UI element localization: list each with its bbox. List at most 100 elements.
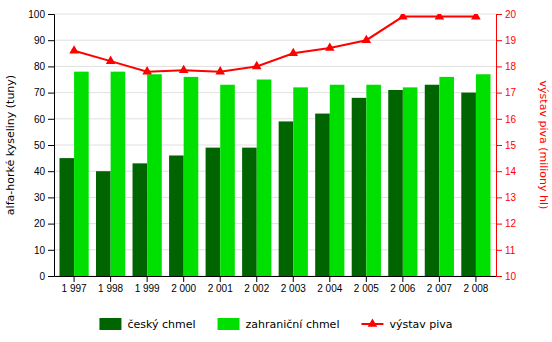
marker bbox=[215, 66, 225, 74]
tick-mark bbox=[48, 145, 54, 146]
tick: 30 bbox=[34, 192, 54, 203]
tick-label: 2 003 bbox=[281, 283, 306, 294]
axis-line bbox=[48, 15, 55, 277]
tick-mark bbox=[496, 197, 502, 198]
axis: 0102030405060708090100 bbox=[28, 9, 54, 282]
tick: 2 001 bbox=[208, 276, 233, 294]
axis: 1 9971 9981 9992 0002 0012 0022 0032 004… bbox=[55, 276, 497, 294]
bar bbox=[74, 72, 89, 276]
marker bbox=[435, 14, 445, 19]
tick-label: 50 bbox=[34, 140, 46, 151]
tick-label: 1 997 bbox=[62, 283, 87, 294]
tick-label: 19 bbox=[505, 35, 517, 46]
bar bbox=[330, 85, 345, 276]
bar bbox=[59, 158, 74, 276]
tick-mark bbox=[496, 93, 502, 94]
tick-label: 40 bbox=[34, 166, 46, 177]
tick-mark bbox=[496, 66, 502, 67]
tick-label: 20 bbox=[505, 9, 517, 20]
tick-label: 70 bbox=[34, 87, 46, 98]
tick: 100 bbox=[28, 9, 54, 20]
tick-mark bbox=[220, 276, 221, 282]
tick-label: 2 000 bbox=[171, 283, 196, 294]
marker bbox=[106, 56, 116, 64]
tick-label: 17 bbox=[505, 87, 517, 98]
tick-label: 20 bbox=[34, 218, 46, 229]
tick: 1 997 bbox=[62, 276, 87, 294]
tick: 2 000 bbox=[171, 276, 196, 294]
tick: 13 bbox=[496, 192, 517, 203]
tick: 15 bbox=[496, 140, 517, 151]
bar bbox=[366, 85, 381, 276]
tick: 19 bbox=[496, 35, 517, 46]
tick: 50 bbox=[34, 140, 54, 151]
tick-mark bbox=[48, 119, 54, 120]
tick-label: 13 bbox=[505, 192, 517, 203]
tick-mark bbox=[48, 250, 54, 251]
tick-label: 11 bbox=[505, 245, 516, 256]
bar bbox=[242, 148, 257, 276]
legend-label: výstav piva bbox=[389, 318, 452, 331]
tick: 17 bbox=[496, 87, 517, 98]
grid-line bbox=[54, 66, 496, 67]
tick-label: 10 bbox=[34, 245, 46, 256]
bar bbox=[403, 87, 418, 276]
tick: 2 004 bbox=[317, 276, 342, 294]
tick: 2 007 bbox=[427, 276, 452, 294]
tick: 12 bbox=[496, 218, 517, 229]
axis-line bbox=[55, 276, 497, 277]
marker bbox=[362, 35, 372, 43]
tick-mark bbox=[48, 276, 54, 277]
marker bbox=[179, 65, 189, 73]
tick-label: 12 bbox=[505, 218, 517, 229]
bar bbox=[439, 77, 454, 276]
tick-mark bbox=[293, 276, 294, 282]
marker bbox=[398, 14, 408, 19]
tick-mark bbox=[439, 276, 440, 282]
tick-mark bbox=[366, 276, 367, 282]
tick-mark bbox=[496, 250, 502, 251]
tick-mark bbox=[48, 14, 54, 15]
y-axis-title: alfa-horké kyseliny (tuny) bbox=[4, 75, 17, 215]
marker bbox=[325, 43, 335, 51]
bar bbox=[425, 85, 440, 276]
tick-label: 2 006 bbox=[390, 283, 415, 294]
tick-mark bbox=[74, 276, 75, 282]
tick-mark bbox=[48, 224, 54, 225]
tick-label: 2 005 bbox=[354, 283, 379, 294]
tick: 11 bbox=[496, 245, 516, 256]
legend-marker bbox=[368, 318, 378, 326]
bar bbox=[315, 114, 330, 276]
tick-label: 1 999 bbox=[135, 283, 160, 294]
bar bbox=[147, 74, 162, 276]
tick-mark bbox=[147, 276, 148, 282]
tick-mark bbox=[496, 14, 502, 15]
legend-label: český chmel bbox=[127, 318, 195, 331]
marker bbox=[142, 66, 152, 74]
legend-label: zahraniční chmel bbox=[246, 318, 340, 331]
axis: 1011121314151617181920 bbox=[496, 9, 517, 282]
tick-label: 2 002 bbox=[244, 283, 269, 294]
tick: 2 008 bbox=[463, 276, 488, 294]
bar bbox=[133, 163, 148, 276]
tick-label: 2 001 bbox=[208, 283, 233, 294]
marks bbox=[59, 14, 490, 276]
bar bbox=[111, 72, 126, 276]
tick-mark bbox=[48, 93, 54, 94]
marker bbox=[69, 45, 79, 53]
tick-mark bbox=[48, 66, 54, 67]
y2-axis-title: výstav piva (miliony hl) bbox=[537, 81, 550, 210]
line bbox=[74, 17, 476, 72]
chart: 1 9971 9981 9992 0002 0012 0022 0032 004… bbox=[0, 0, 552, 342]
tick: 18 bbox=[496, 61, 517, 72]
tick-label: 30 bbox=[34, 192, 46, 203]
tick: 70 bbox=[34, 87, 54, 98]
bar bbox=[96, 171, 111, 276]
legend: český chmel zahraniční chmel výstav piva bbox=[99, 318, 452, 331]
tick-mark bbox=[48, 197, 54, 198]
tick-mark bbox=[329, 276, 330, 282]
bar bbox=[461, 93, 476, 276]
tick-label: 16 bbox=[505, 114, 517, 125]
tick: 0 bbox=[39, 271, 54, 282]
tick-mark bbox=[496, 171, 502, 172]
